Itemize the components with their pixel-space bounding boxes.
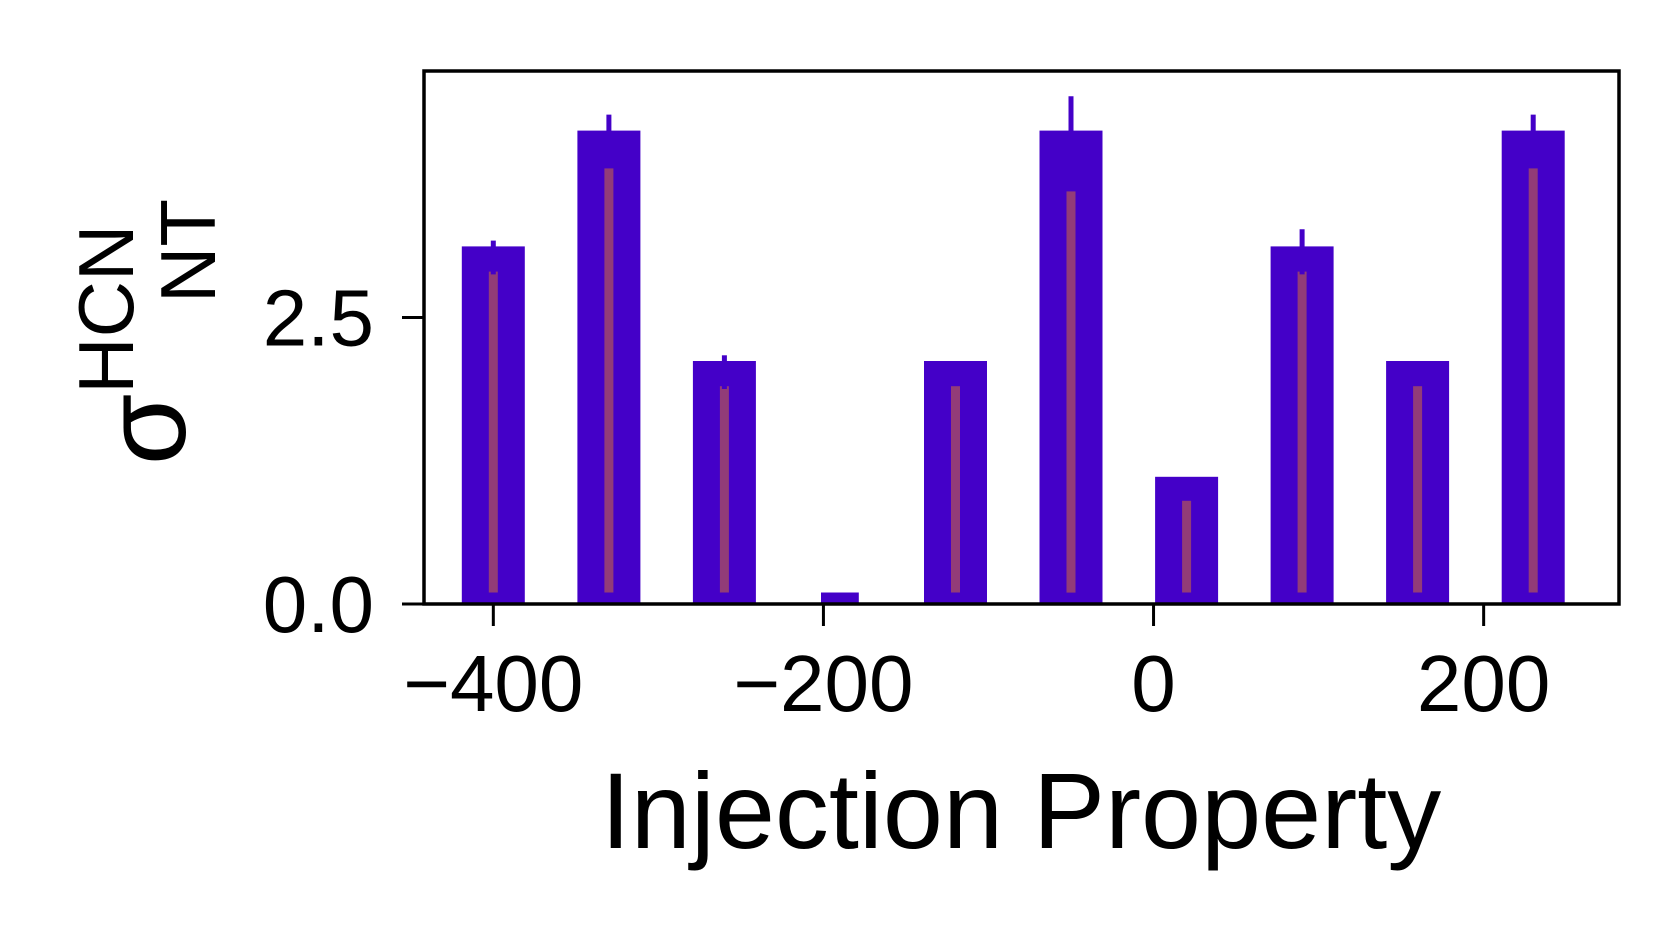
inner-bar — [488, 271, 498, 593]
inner-bar — [951, 386, 960, 593]
y-axis-superscript: HCN — [62, 225, 150, 394]
inner-bar — [1066, 191, 1076, 593]
y-tick-label: 0.0 — [263, 560, 374, 649]
x-tick-label: −200 — [733, 639, 913, 728]
y-axis-title: σHCN NT — [62, 199, 232, 465]
y-axis-symbol: σ — [80, 394, 210, 466]
x-axis: −400 −200 0 200 — [403, 604, 1550, 728]
x-tick-label: 0 — [1131, 639, 1176, 728]
y-tick-label: 2.5 — [263, 273, 374, 362]
bar — [821, 592, 859, 604]
inner-bar — [1297, 271, 1307, 593]
x-tick-label: 200 — [1417, 639, 1550, 728]
inner-bar — [719, 386, 729, 593]
inner-bar — [604, 168, 614, 593]
x-tick-label: −400 — [403, 639, 583, 728]
inner-bar — [1413, 386, 1423, 593]
inner-bar — [1182, 500, 1192, 593]
bars-layer — [461, 96, 1565, 604]
x-axis-title: Injection Property — [601, 750, 1441, 871]
y-axis: 0.0 2.5 — [263, 273, 424, 649]
svg-text:σHCN: σHCN — [62, 225, 210, 466]
inner-bar — [1528, 168, 1538, 593]
plot-frame — [422, 69, 1621, 606]
y-axis-subscript: NT — [144, 199, 232, 303]
